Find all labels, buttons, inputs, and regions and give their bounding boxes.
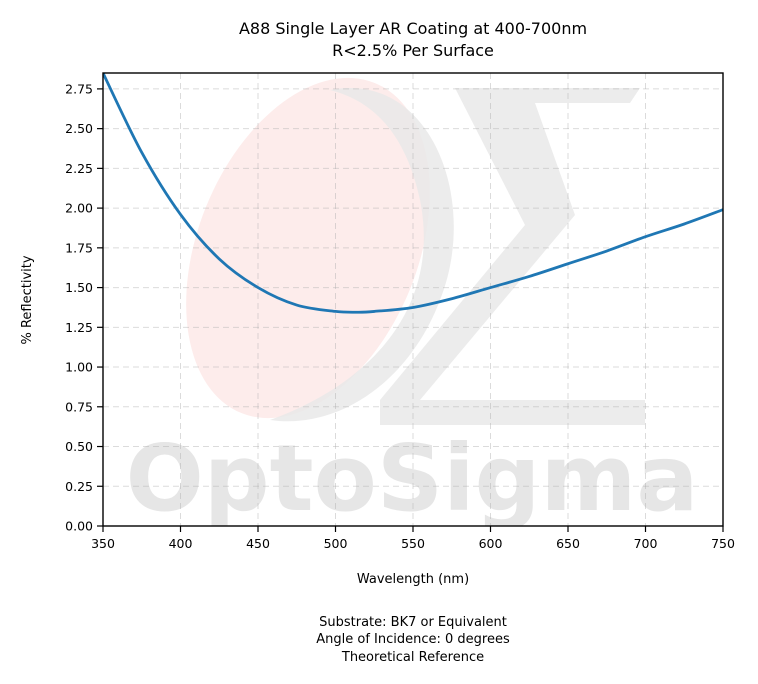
x-tick-label: 700	[634, 536, 658, 551]
y-axis: 0.00 0.25 0.50 0.75 1.00 1.25 1.50 1.75 2.00 2.25…	[65, 81, 103, 534]
x-tick-label: 750	[711, 536, 735, 551]
y-tick-label: 1.25	[65, 320, 93, 335]
y-tick-label: 1.00	[65, 360, 93, 375]
series-line-layer	[103, 73, 723, 314]
watermark-logo: OptoSigma	[126, 77, 699, 532]
x-axis: 350 400 450 500 550 600 650 700 750	[91, 526, 735, 551]
footnote-angle: Angle of Incidence: 0 degrees	[316, 632, 510, 647]
y-tick-label: 2.00	[65, 201, 93, 216]
x-tick-label: 650	[556, 536, 580, 551]
reflectivity-curve	[103, 73, 723, 314]
x-tick-label: 600	[479, 536, 503, 551]
y-tick-label: 0.00	[65, 519, 93, 534]
y-axis-label: % Reflectivity	[20, 255, 35, 344]
x-tick-label: 500	[324, 536, 348, 551]
x-axis-label: Wavelength (nm)	[357, 572, 469, 587]
y-tick-label: 2.50	[65, 121, 93, 136]
footnote-reference: Theoretical Reference	[341, 650, 484, 665]
x-tick-label: 400	[169, 536, 193, 551]
watermark-text: OptoSigma	[126, 425, 699, 532]
x-tick-label: 550	[401, 536, 425, 551]
y-tick-label: 1.50	[65, 280, 93, 295]
watermark-o-arc	[270, 87, 454, 422]
chart-title-line-1: A88 Single Layer AR Coating at 400-700nm	[239, 19, 587, 38]
x-tick-label: 350	[91, 536, 115, 551]
y-tick-label: 2.75	[65, 81, 93, 96]
y-tick-label: 2.25	[65, 161, 93, 176]
chart-title-line-2: R<2.5% Per Surface	[332, 41, 494, 60]
watermark-lens-shape	[186, 77, 430, 419]
watermark-sigma-shape	[380, 88, 645, 425]
x-tick-label: 450	[246, 536, 270, 551]
y-tick-label: 0.75	[65, 399, 93, 414]
footnote-substrate: Substrate: BK7 or Equivalent	[319, 615, 507, 630]
y-tick-label: 1.75	[65, 240, 93, 255]
y-tick-label: 0.25	[65, 479, 93, 494]
y-tick-label: 0.50	[65, 439, 93, 454]
